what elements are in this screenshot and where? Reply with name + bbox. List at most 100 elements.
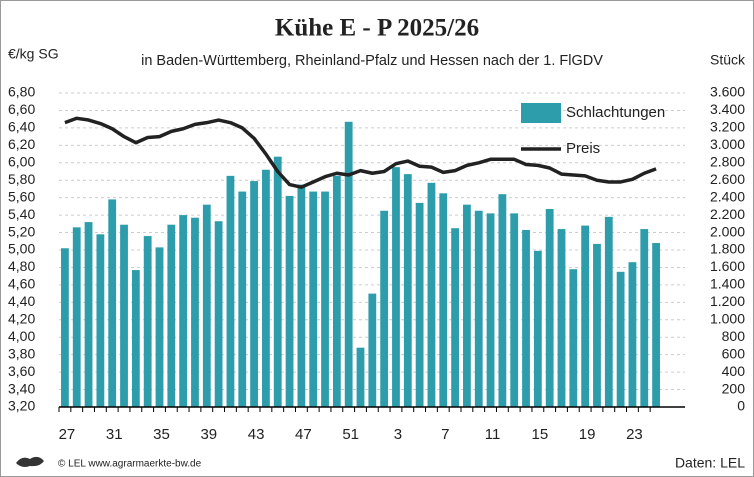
- bar: [262, 169, 270, 407]
- y-tick-label: 6,80: [8, 84, 35, 100]
- bar: [604, 216, 613, 407]
- line: [64, 116, 657, 189]
- logo: [16, 456, 44, 467]
- y-tick-label: 3,40: [8, 380, 35, 396]
- y2-tick-label: 800: [722, 328, 746, 344]
- y2-tick-label: 1.600: [710, 258, 745, 274]
- bar: [344, 121, 353, 408]
- y2-tick-label: 400: [722, 363, 746, 379]
- y2-tick-label: 200: [722, 380, 746, 396]
- y-tick-label: 6,60: [8, 101, 35, 117]
- bar: [652, 243, 660, 407]
- bar: [640, 229, 649, 407]
- y2-tick-label: 2.800: [710, 153, 745, 169]
- bar: [285, 195, 294, 407]
- bar: [321, 191, 329, 407]
- bar: [309, 191, 318, 407]
- y-tick-label: 4,60: [8, 276, 35, 292]
- bar: [143, 236, 152, 407]
- y2-tick-label: 3.200: [710, 119, 745, 135]
- y-tick-label: 5,40: [8, 206, 35, 222]
- y-tick-label: 4,40: [8, 293, 35, 309]
- source-right: Daten: LEL: [675, 455, 745, 471]
- y-tick-label: 5,60: [8, 188, 35, 204]
- bar: [557, 229, 566, 407]
- bar: [581, 225, 590, 407]
- y2-tick-label: 1.400: [710, 276, 745, 292]
- bar: [96, 234, 105, 407]
- legend-label: Schlachtungen: [566, 104, 665, 121]
- x-tick-label: 15: [532, 426, 549, 443]
- y-tick-label: 4,20: [8, 310, 35, 326]
- y-tick-label: 5,20: [8, 223, 35, 239]
- bar: [155, 247, 164, 407]
- bar: [593, 243, 601, 407]
- bar: [226, 175, 235, 407]
- y2-tick-label: 3.400: [710, 101, 745, 117]
- bar: [250, 181, 258, 407]
- bar: [356, 347, 365, 407]
- bar: [451, 228, 459, 407]
- chart-title: Kühe E - P 2025/26: [275, 15, 479, 42]
- y2-tick-label: 600: [722, 345, 746, 361]
- y2-tick-label: 2.200: [710, 206, 745, 222]
- y-axis-label: €/kg SG: [8, 46, 59, 62]
- y-tick-label: 4,80: [8, 258, 35, 274]
- bar: [510, 213, 519, 407]
- y-tick-label: 4,00: [8, 328, 35, 344]
- bar: [214, 221, 223, 407]
- y2-tick-label: 2.400: [710, 188, 745, 204]
- y2-tick-label: 3.600: [710, 84, 745, 100]
- bar: [72, 227, 81, 407]
- y2-tick-label: 1.200: [710, 293, 745, 309]
- x-tick-label: 19: [579, 426, 596, 443]
- x-tick-label: 3: [394, 426, 402, 443]
- bar: [569, 269, 578, 407]
- source-left: © LEL www.agrarmaerkte-bw.de: [58, 459, 202, 470]
- y2-tick-label: 3.000: [710, 136, 745, 152]
- x-tick-label: 35: [153, 426, 170, 443]
- bar: [486, 213, 495, 407]
- bar: [108, 199, 117, 407]
- bar: [439, 193, 448, 407]
- bar: [191, 217, 199, 407]
- bar: [332, 175, 341, 407]
- y-tick-label: 6,00: [8, 153, 35, 169]
- y-tick-label: 3,60: [8, 363, 35, 379]
- bar: [392, 167, 400, 407]
- x-tick-label: 11: [485, 426, 501, 443]
- bar: [84, 222, 93, 407]
- y-tick-label: 3,80: [8, 345, 35, 361]
- bar: [498, 194, 507, 407]
- legend-label: Preis: [566, 140, 600, 157]
- y-tick-label: 6,40: [8, 119, 35, 135]
- y2-tick-label: 1.000: [710, 310, 745, 326]
- chart-subtitle: in Baden-Württemberg, Rheinland-Pfalz un…: [141, 53, 603, 69]
- legend-swatch: [521, 103, 561, 123]
- bar: [297, 184, 306, 407]
- bar: [273, 156, 282, 407]
- x-tick-label: 43: [248, 426, 265, 443]
- bar: [202, 204, 211, 407]
- x-tick-label: 31: [106, 426, 123, 443]
- bar: [463, 204, 471, 407]
- bar: [427, 182, 436, 407]
- y-tick-label: 3,20: [8, 398, 35, 414]
- bar: [403, 174, 412, 407]
- y2-tick-label: 2.000: [710, 223, 745, 239]
- bar: [61, 248, 69, 407]
- x-tick-label: 27: [59, 426, 76, 443]
- bar: [120, 224, 128, 407]
- y-tick-label: 6,20: [8, 136, 35, 152]
- y2-tick-label: 0: [737, 398, 745, 414]
- bar: [616, 271, 625, 407]
- x-tick-label: 23: [626, 426, 643, 443]
- bar: [533, 250, 542, 407]
- y2-tick-label: 2.600: [710, 171, 745, 187]
- x-tick-label: 51: [342, 426, 359, 443]
- bar: [167, 224, 176, 407]
- bar: [628, 262, 637, 407]
- y-tick-label: 5,00: [8, 241, 35, 257]
- x-tick-label: 7: [441, 426, 449, 443]
